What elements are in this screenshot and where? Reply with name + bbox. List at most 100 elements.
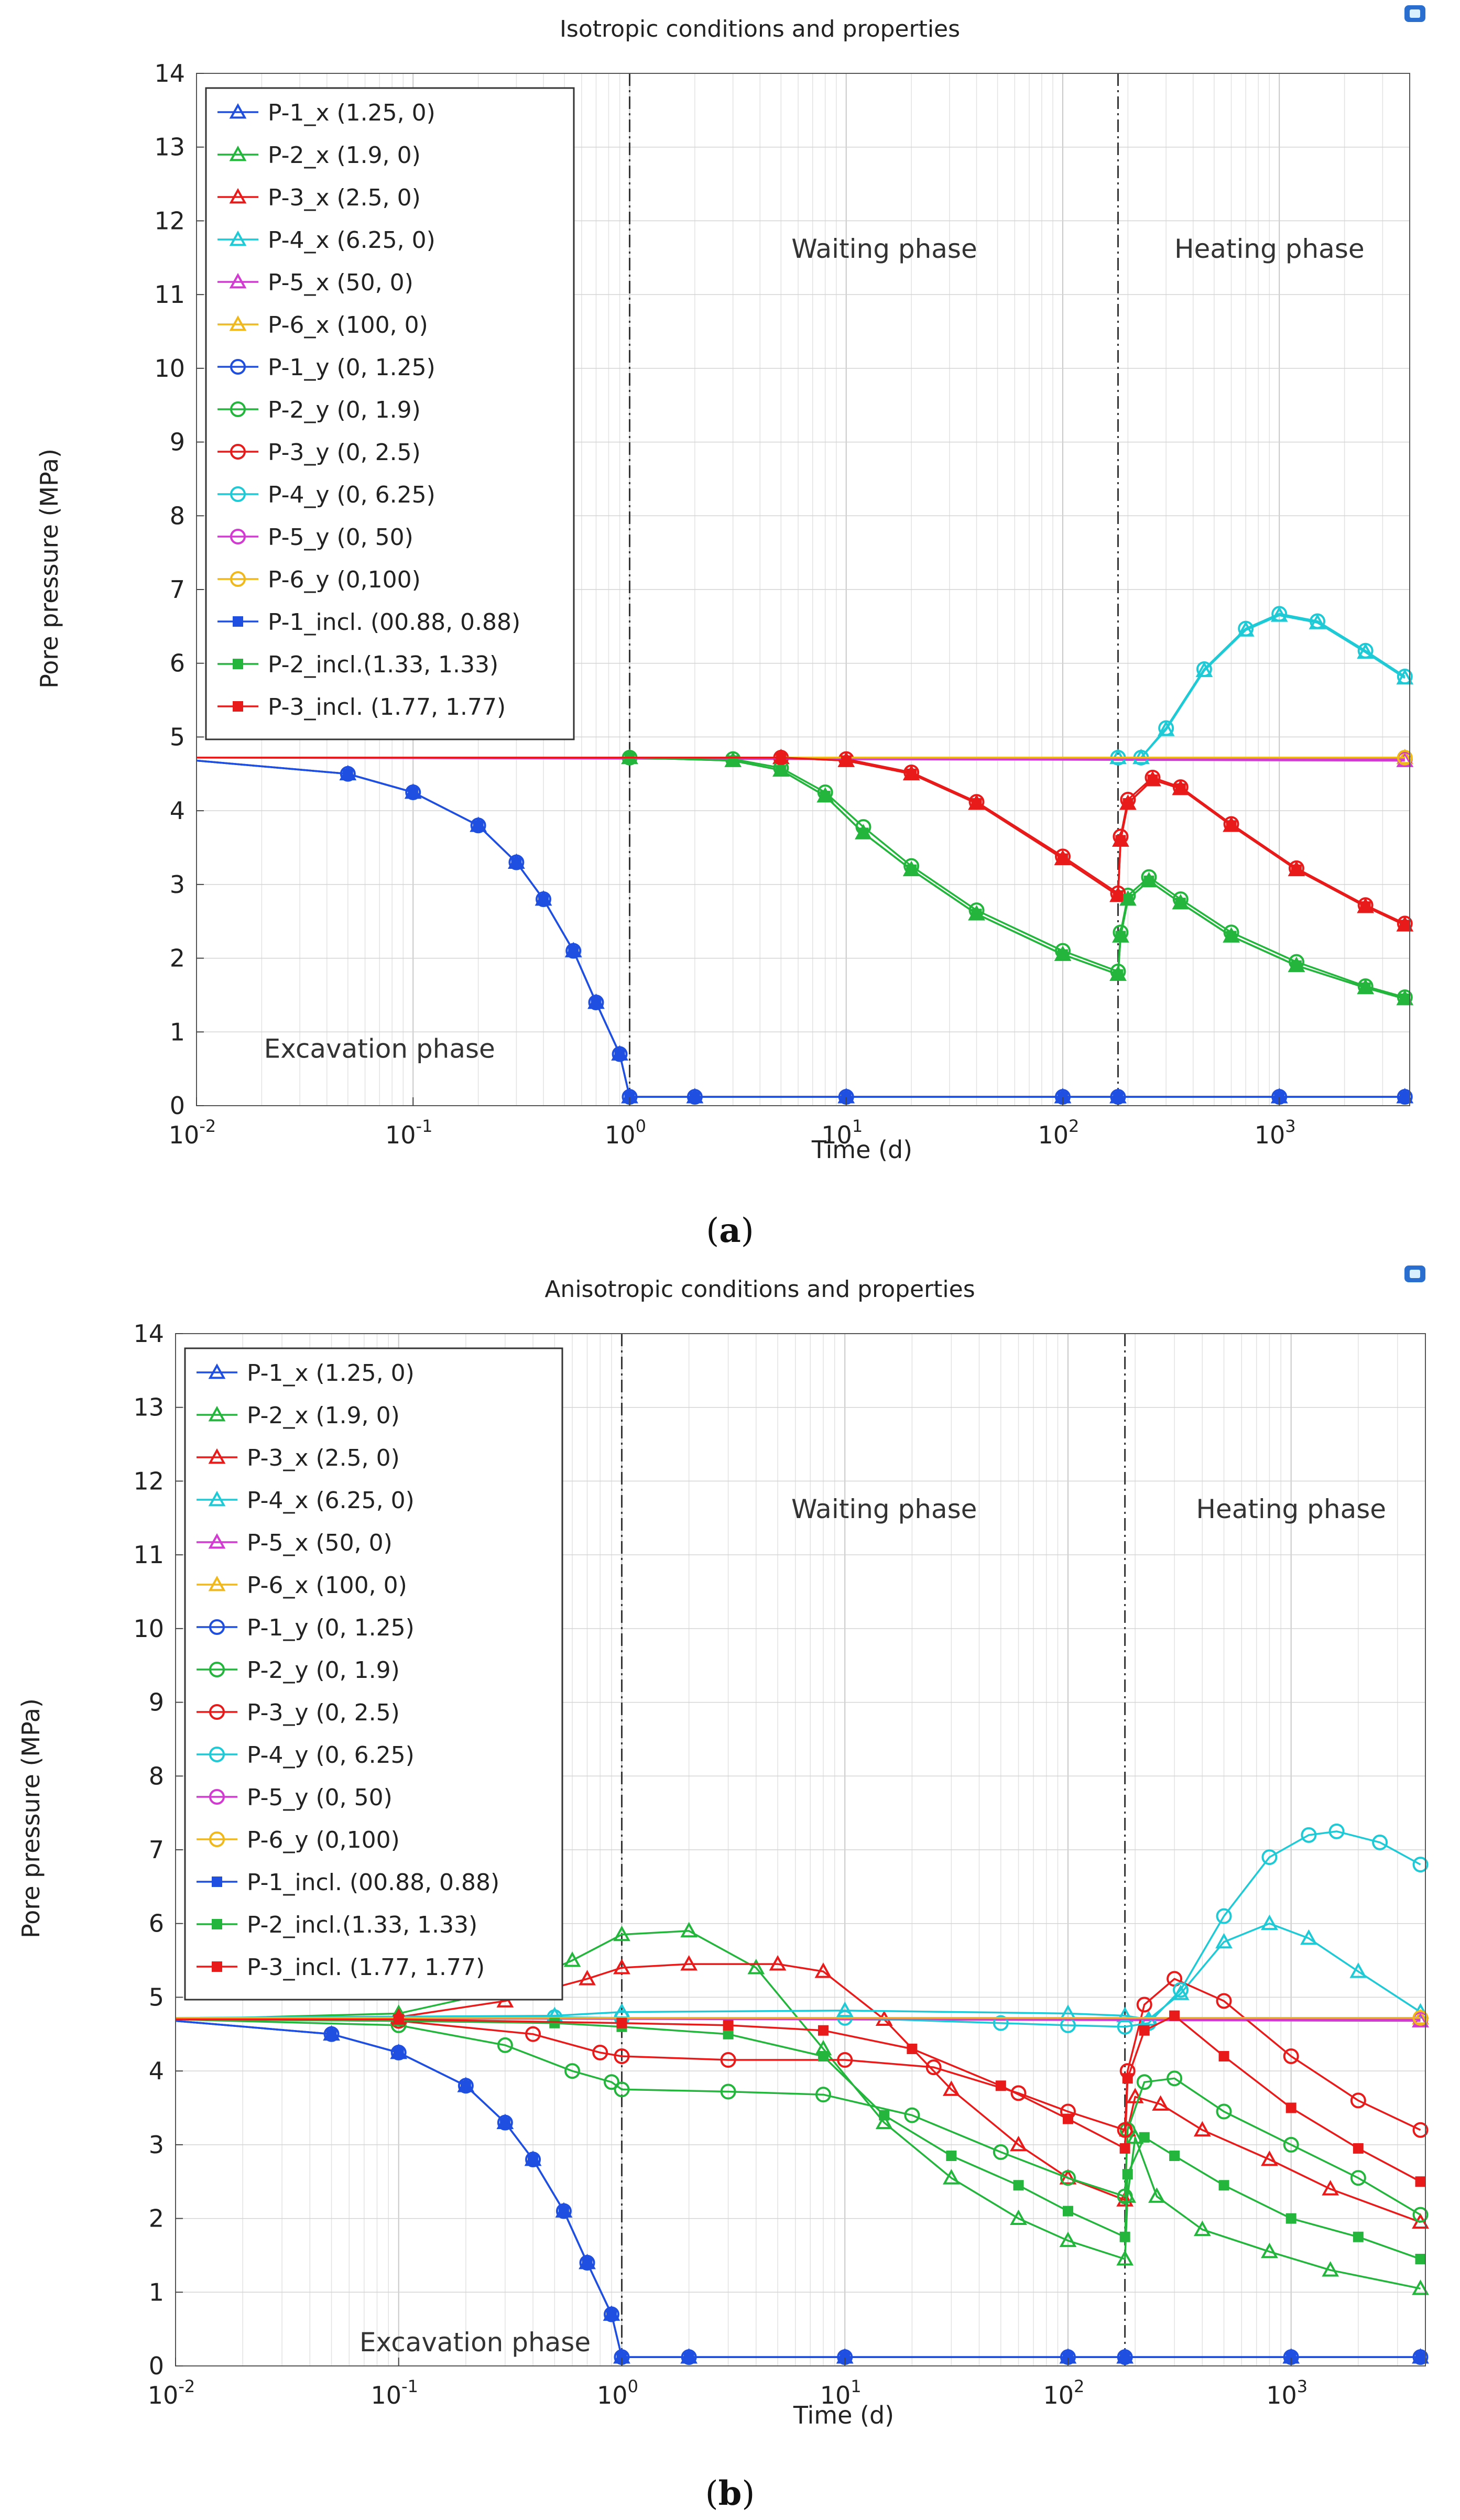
data-point [875, 2113, 893, 2130]
data-point [616, 2352, 627, 2363]
data-point [1139, 2025, 1150, 2036]
series-line [175, 1963, 1421, 2223]
series-p-1-incl-00-88-0-88- [196, 759, 1410, 1103]
data-point [680, 1922, 698, 1938]
x-tick-label: 10-1 [385, 1116, 432, 1149]
y-tick-label: 10 [133, 1614, 164, 1643]
data-point [818, 2025, 829, 2036]
legend-marker-icon [209, 1831, 225, 1847]
annotations: Waiting phase Heating phase Excavation pha… [264, 234, 1365, 1064]
data-point [1350, 2170, 1366, 2186]
data-point [538, 894, 549, 904]
data-point [1113, 890, 1124, 901]
legend-entry: P-4_y (0, 6.25) [217, 482, 435, 508]
data-point [1261, 1849, 1278, 1866]
data-point [525, 2026, 541, 2042]
y-tick-label: 9 [149, 1688, 164, 1717]
legend-label: P-6_y (0,100) [247, 1827, 400, 1853]
data-point [1057, 1092, 1068, 1103]
data-point [1215, 1933, 1233, 1949]
legend-label: P-4_y (0, 6.25) [247, 1742, 415, 1769]
legend-entry: P-1_x (1.25, 0) [197, 1360, 415, 1387]
data-point [942, 2169, 960, 2185]
data-point [408, 787, 419, 798]
legend-label: P-2_y (0, 1.9) [247, 1657, 400, 1684]
legend-marker-icon [229, 315, 247, 331]
data-point [1412, 2207, 1429, 2223]
legend-entry: P-1_x (1.25, 0) [217, 100, 435, 126]
data-point [1353, 2231, 1364, 2242]
series-line [175, 1930, 1421, 2290]
data-point [1415, 2352, 1426, 2363]
y-tick-label: 6 [149, 1910, 164, 1938]
data-point [942, 2080, 960, 2096]
legend-label: P-4_y (0, 6.25) [268, 482, 435, 508]
legend-entry: P-1_y (0, 1.25) [217, 354, 435, 381]
x-axis-ticks: 10-2 10-1 100 101 102 103 [148, 2358, 1308, 2409]
legend-marker-icon [233, 701, 243, 712]
y-tick-label: 1 [170, 1018, 185, 1046]
legend: P-1_x (1.25, 0) P-2_x (1.9, 0) P-3_x (2.5,… [184, 1347, 563, 2001]
data-point [689, 1092, 700, 1103]
data-point [747, 1959, 765, 1974]
y-tick-label: 11 [154, 280, 185, 309]
legend-entry: P-3_y (0, 2.5) [197, 1699, 400, 1726]
data-point [1285, 2102, 1296, 2113]
y-tick-label: 5 [170, 723, 185, 751]
data-point [1399, 920, 1410, 931]
data-point [511, 857, 522, 868]
data-point [820, 791, 831, 801]
legend-marker-icon [229, 103, 247, 119]
x-tick-label: 100 [605, 1116, 646, 1149]
data-point [1169, 2010, 1180, 2021]
data-point [907, 2043, 918, 2054]
data-point [1010, 2135, 1027, 2152]
legend-entry: P-2_x (1.9, 0) [197, 1402, 400, 1429]
series-line [197, 757, 1405, 1000]
data-point [1397, 749, 1413, 766]
data-point [1349, 1962, 1367, 1978]
legend-marker-icon [212, 1877, 222, 1887]
legend-marker-icon [229, 145, 247, 161]
legend-label: P-6_x (100, 0) [268, 312, 428, 339]
data-point [1115, 931, 1126, 942]
data-point [588, 995, 604, 1010]
data-point [497, 2114, 513, 2131]
x-tick-label: 102 [1043, 2376, 1084, 2409]
data-point [1147, 774, 1158, 786]
data-point [1116, 2191, 1134, 2207]
data-point [1143, 875, 1154, 886]
data-point [568, 945, 579, 956]
data-point [1116, 2250, 1134, 2266]
legend-label: P-3_x (2.5, 0) [268, 184, 421, 211]
data-point [460, 2080, 471, 2091]
legend-marker-icon [233, 616, 243, 627]
data-point [1216, 1908, 1232, 1924]
legend-marker-icon [209, 1704, 225, 1720]
data-point [528, 2154, 539, 2165]
data-point [1173, 1982, 1189, 1998]
legend-marker-icon [208, 1363, 226, 1379]
legend-marker-icon [233, 659, 243, 669]
panel-label: (b) [705, 2474, 755, 2513]
x-axis-label: Time (d) [793, 2401, 894, 2429]
data-point [549, 2017, 560, 2028]
legend-label: P-1_y (0, 1.25) [247, 1614, 415, 1641]
x-tick-label: 10-2 [148, 2376, 195, 2409]
data-point [1283, 2136, 1299, 2153]
panel-label: (a) [706, 1211, 754, 1250]
data-point [582, 2257, 593, 2268]
data-point [525, 2152, 541, 2167]
data-point [1412, 2010, 1429, 2026]
series-line [175, 2018, 1421, 2216]
data-point [840, 2352, 851, 2363]
phase-annotation: Heating phase [1174, 234, 1365, 264]
legend-marker-icon [230, 359, 246, 375]
legend-label: P-4_x (6.25, 0) [247, 1487, 415, 1514]
legend-label: P-2_x (1.9, 0) [247, 1402, 400, 1429]
series-line [197, 757, 1405, 998]
series-p-1-incl-00-88-0-88- [175, 2020, 1426, 2363]
legend-label: P-5_x (50, 0) [268, 269, 413, 296]
y-tick-label: 13 [133, 1393, 164, 1422]
y-axis-label: Pore pressure (MPa) [35, 449, 63, 689]
